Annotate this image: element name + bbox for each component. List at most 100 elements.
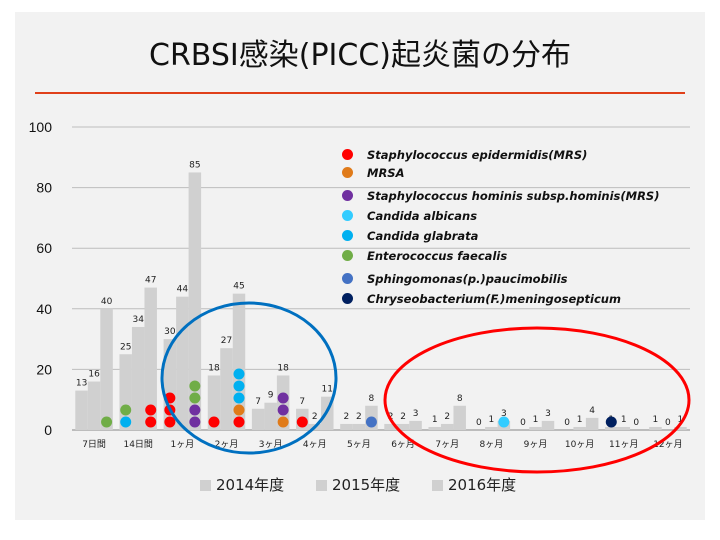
x-tick-label: 12ヶ月 bbox=[653, 439, 682, 450]
series-legend-item: 2015年度 bbox=[316, 474, 400, 495]
data-label: 30 bbox=[164, 327, 176, 337]
data-label: 7 bbox=[299, 397, 305, 407]
legend-swatch-icon bbox=[432, 480, 443, 491]
data-label: 2 bbox=[400, 412, 406, 422]
data-label: 0 bbox=[665, 418, 671, 428]
legend-item: Staphylococcus epidermidis(MRS) bbox=[342, 148, 588, 162]
data-label: 18 bbox=[208, 363, 220, 373]
isolate-dot bbox=[145, 404, 157, 416]
legend-swatch-icon bbox=[316, 480, 327, 491]
legend-label: Candida glabrata bbox=[367, 229, 479, 243]
isolate-dot bbox=[233, 392, 245, 404]
legend-dot-icon bbox=[342, 273, 353, 284]
series-legend-item: 2014年度 bbox=[200, 474, 284, 495]
data-label: 16 bbox=[88, 370, 100, 380]
x-tick-label: 9ヶ月 bbox=[524, 439, 548, 450]
legend-label: 2015年度 bbox=[332, 476, 401, 494]
bar-2015年度 bbox=[440, 423, 454, 430]
bar-2015年度 bbox=[87, 381, 101, 430]
isolate-dot bbox=[189, 380, 201, 392]
bar-2016年度 bbox=[541, 420, 555, 430]
isolate-dot bbox=[498, 416, 510, 428]
bar-2014年度 bbox=[251, 408, 265, 430]
x-tick-label: 1ヶ月 bbox=[170, 439, 194, 450]
data-label: 3 bbox=[545, 409, 551, 419]
legend-label: MRSA bbox=[367, 166, 405, 180]
legend-label: 2016年度 bbox=[448, 476, 517, 494]
chart-panel bbox=[15, 12, 705, 520]
x-tick-label: 4ヶ月 bbox=[303, 439, 327, 450]
isolate-dot bbox=[120, 416, 132, 428]
data-label: 8 bbox=[457, 394, 463, 404]
bar-2014年度 bbox=[75, 390, 88, 430]
data-label: 45 bbox=[233, 282, 244, 292]
x-tick-label: 14日間 bbox=[123, 439, 152, 450]
legend-item: Sphingomonas(p.)paucimobilis bbox=[342, 272, 568, 286]
data-label: 0 bbox=[520, 418, 526, 428]
data-label: 2 bbox=[444, 412, 450, 422]
data-label: 0 bbox=[564, 418, 570, 428]
data-label: 2 bbox=[312, 412, 318, 422]
bar-2015年度 bbox=[617, 426, 631, 430]
legend-swatch-icon bbox=[200, 480, 211, 491]
legend-item: MRSA bbox=[342, 166, 405, 180]
data-label: 25 bbox=[120, 342, 131, 352]
y-tick-label: 40 bbox=[36, 301, 52, 317]
isolate-dot bbox=[189, 416, 201, 428]
legend-label: 2014年度 bbox=[216, 476, 285, 494]
legend-label: Sphingomonas(p.)paucimobilis bbox=[367, 272, 568, 286]
isolate-dot bbox=[605, 416, 617, 428]
legend-item: Candida glabrata bbox=[342, 229, 479, 243]
legend-item: Staphylococcus hominis subsp.hominis(MRS… bbox=[342, 189, 660, 203]
legend-dot-icon bbox=[342, 167, 353, 178]
isolate-dot bbox=[189, 392, 201, 404]
legend-label: Staphylococcus hominis subsp.hominis(MRS… bbox=[367, 189, 660, 203]
legend-item: Enterococcus faecalis bbox=[342, 249, 508, 263]
bar-2015年度 bbox=[352, 423, 366, 430]
data-label: 3 bbox=[413, 409, 419, 419]
data-label: 40 bbox=[101, 297, 113, 307]
bar-2015年度 bbox=[573, 426, 586, 430]
data-label: 1 bbox=[488, 415, 494, 425]
data-label: 9 bbox=[268, 391, 274, 401]
slide-title: CRBSI感染(PICC)起炎菌の分布 bbox=[149, 38, 571, 73]
data-label: 1 bbox=[653, 415, 659, 425]
series-legend-item: 2016年度 bbox=[432, 474, 516, 495]
bar-2016年度 bbox=[409, 420, 422, 430]
bar-2014年度 bbox=[207, 375, 221, 430]
isolate-dot bbox=[233, 404, 245, 416]
bar-2015年度 bbox=[485, 426, 498, 430]
data-label: 85 bbox=[189, 160, 200, 170]
isolate-dot bbox=[233, 368, 245, 380]
bar-2016年度 bbox=[453, 405, 466, 430]
title-divider bbox=[35, 92, 685, 94]
bar-2015年度 bbox=[396, 423, 410, 430]
legend-dot-icon bbox=[342, 190, 353, 201]
legend-dot-icon bbox=[342, 210, 353, 221]
isolate-dot bbox=[189, 404, 201, 416]
y-tick-label: 20 bbox=[36, 361, 52, 377]
legend-label: Enterococcus faecalis bbox=[367, 249, 508, 263]
legend-label: Staphylococcus epidermidis(MRS) bbox=[367, 148, 588, 162]
x-tick-label: 11ヶ月 bbox=[609, 439, 638, 450]
bar-2016年度 bbox=[585, 417, 599, 430]
legend-item: Chryseobacterium(F.)meningosepticum bbox=[342, 292, 621, 306]
x-tick-label: 2ヶ月 bbox=[215, 439, 239, 450]
data-label: 1 bbox=[678, 415, 684, 425]
legend-label: Chryseobacterium(F.)meningosepticum bbox=[367, 292, 621, 306]
data-label: 0 bbox=[633, 418, 639, 428]
y-tick-label: 60 bbox=[36, 240, 52, 256]
isolate-dot bbox=[365, 416, 377, 428]
bar-2014年度 bbox=[605, 426, 618, 430]
bar-2016年度 bbox=[188, 172, 202, 430]
x-tick-label: 3ヶ月 bbox=[259, 439, 283, 450]
isolate-dot bbox=[233, 380, 245, 392]
isolate-dot bbox=[233, 416, 245, 428]
data-label: 34 bbox=[132, 315, 144, 325]
x-tick-label: 8ヶ月 bbox=[479, 439, 503, 450]
data-label: 0 bbox=[476, 418, 482, 428]
isolate-dot bbox=[101, 416, 113, 428]
isolate-dot bbox=[296, 416, 308, 428]
